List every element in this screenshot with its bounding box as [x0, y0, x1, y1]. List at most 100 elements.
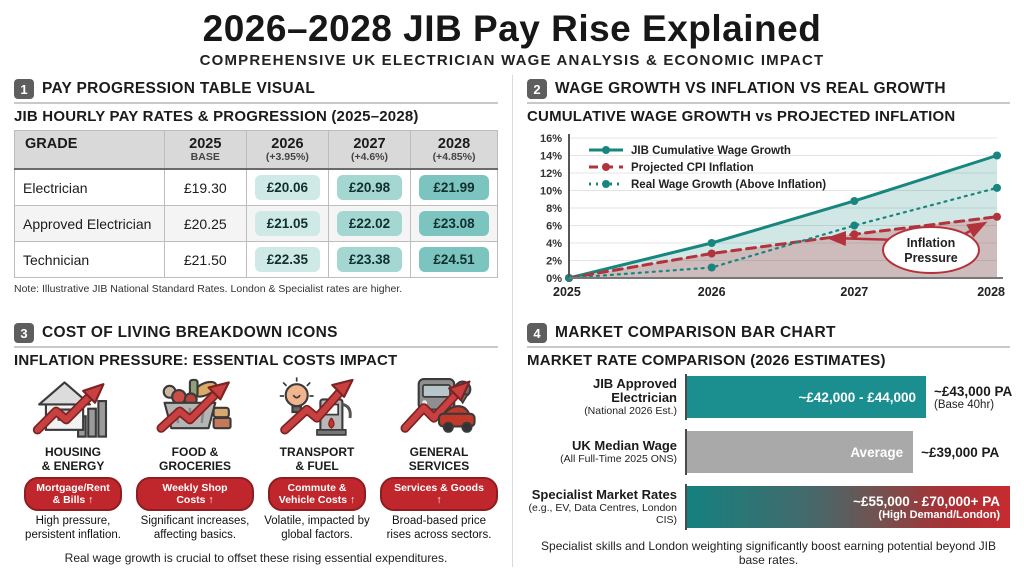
card-label: HOUSING & ENERGY	[41, 445, 105, 473]
bar-sublabel: (All Full-Time 2025 ONS)	[560, 453, 677, 466]
table-row: Electrician £19.30 £20.06 £20.98 £21.99	[14, 168, 498, 206]
section2-title: WAGE GROWTH VS INFLATION VS REAL GROWTH	[555, 80, 946, 97]
rate-cell: £21.05	[254, 211, 320, 236]
svg-text:4%: 4%	[546, 238, 562, 250]
rate-cell: £22.35	[254, 247, 320, 272]
svg-text:Pressure: Pressure	[904, 251, 958, 265]
section4-subtitle: MARKET RATE COMPARISON (2026 ESTIMATES)	[527, 352, 886, 369]
jib-bar: ~£42,000 - £44,000	[687, 376, 927, 418]
market-bar-chart: JIB Approved Electrician (National 2026 …	[527, 374, 1013, 530]
section3-footer: Real wage growth is crucial to offset th…	[64, 551, 448, 566]
rate-cell: £23.38	[336, 247, 403, 272]
svg-text:10%: 10%	[540, 186, 562, 198]
section-market-comparison: 4 MARKET COMPARISON BAR CHART MARKET RAT…	[512, 319, 1024, 567]
svg-text:Real Wage Growth (Above Inflat: Real Wage Growth (Above Inflation)	[631, 179, 826, 191]
page-title: 2026–2028 JIB Pay Rise Explained	[202, 8, 822, 49]
card-label: GENERAL SERVICES	[408, 445, 470, 473]
transport-fuel-icon	[279, 377, 354, 436]
section3-title: COST OF LIVING BREAKDOWN ICONS	[42, 324, 338, 341]
section1-number-badge: 1	[14, 79, 34, 99]
bar-annotation: ~£43,000 PA (Base 40hr)	[934, 383, 1013, 411]
rate-cell: £22.02	[336, 211, 403, 236]
section4-header: 4 MARKET COMPARISON BAR CHART	[527, 323, 1010, 348]
cost-badge: Commute & Vehicle Costs ↑	[267, 476, 367, 511]
card-description: Volatile, impacted by global factors.	[264, 514, 370, 541]
median-bar: Average	[687, 431, 914, 473]
table-header-row: GRADE 2025 BASE 2026 (+3.95%) 2027 (+4.6%) …	[14, 130, 498, 170]
section2-header: 2 WAGE GROWTH VS INFLATION VS REAL GROWT…	[527, 79, 1010, 104]
cost-badge: Services & Goods ↑	[380, 476, 498, 511]
rate-cell: £24.51	[419, 247, 489, 272]
bar-sublabel: (National 2026 Est.)	[584, 405, 677, 418]
section4-footer: Specialist skills and London weighting s…	[541, 539, 996, 567]
svg-text:14%: 14%	[540, 151, 562, 163]
bar-label: UK Median Wage	[572, 437, 677, 453]
bar-sublabel: (e.g., EV, Data Centres, London CIS)	[528, 502, 677, 527]
bar-label: JIB Approved Electrician	[592, 375, 677, 405]
section-wage-growth-chart: 2 WAGE GROWTH VS INFLATION VS REAL GROWT…	[512, 75, 1024, 319]
section1-subtitle: JIB HOURLY PAY RATES & PROGRESSION (2025…	[14, 108, 419, 125]
card-label: TRANSPORT & FUEL	[279, 445, 355, 473]
svg-text:8%: 8%	[546, 203, 562, 215]
wage-growth-line-chart: 0% 2% 4% 6% 8% 10% 12% 14% 16% 2025 2026 2027 2028 JI…	[540, 133, 1005, 299]
cost-card-services: GENERAL SERVICES Services & Goods ↑ Broad…	[380, 374, 498, 542]
card-description: Broad-based price rises across sectors.	[386, 514, 492, 541]
rate-cell: £21.99	[419, 175, 489, 200]
svg-text:2028: 2028	[977, 285, 1005, 299]
rate-cell: £20.06	[254, 175, 320, 200]
section-pay-table: 1 PAY PROGRESSION TABLE VISUAL JIB HOURL…	[0, 75, 512, 319]
cost-badge: Weekly Shop Costs ↑	[136, 476, 254, 511]
bar-row-specialist: Specialist Market Rates (e.g., EV, Data …	[527, 484, 1010, 530]
col-2027: 2027	[353, 136, 386, 152]
svg-text:2026: 2026	[698, 285, 726, 299]
section3-header: 3 COST OF LIVING BREAKDOWN ICONS	[14, 323, 498, 348]
svg-text:Projected CPI Inflation: Projected CPI Inflation	[631, 162, 754, 174]
card-description: High pressure, persistent inflation.	[25, 514, 121, 541]
section3-subtitle: INFLATION PRESSURE: ESSENTIAL COSTS IMPA…	[14, 352, 398, 369]
bar-annotation: ~£39,000 PA	[921, 444, 1000, 460]
bar-label: Specialist Market Rates	[531, 486, 677, 502]
svg-text:6%: 6%	[546, 221, 562, 233]
col-2028: 2028	[437, 136, 471, 152]
cost-card-transport: TRANSPORT & FUEL Commute & Vehicle Costs ↑…	[258, 374, 376, 542]
card-description: Significant increases, affecting basics.	[140, 514, 250, 541]
general-services-icon	[400, 378, 476, 433]
section3-number-badge: 3	[14, 323, 34, 343]
bar-row-median: UK Median Wage (All Full-Time 2025 ONS) …	[527, 429, 1010, 475]
svg-text:16%: 16%	[540, 133, 562, 145]
section2-number-badge: 2	[527, 79, 547, 99]
section-cost-of-living: 3 COST OF LIVING BREAKDOWN ICONS INFLATI…	[0, 319, 512, 567]
cost-badge: Mortgage/Rent & Bills ↑	[24, 476, 122, 511]
section4-number-badge: 4	[527, 323, 547, 343]
housing-energy-icon	[32, 381, 108, 438]
page-header: 2026–2028 JIB Pay Rise Explained COMPREH…	[0, 8, 1024, 69]
svg-text:2027: 2027	[840, 285, 868, 299]
food-groceries-icon	[156, 378, 232, 433]
svg-text:12%: 12%	[540, 168, 562, 180]
svg-text:2%: 2%	[546, 256, 562, 268]
col-2026: 2026	[271, 136, 304, 152]
page-subtitle: COMPREHENSIVE UK ELECTRICIAN WAGE ANALYS…	[199, 52, 825, 69]
section1-header: 1 PAY PROGRESSION TABLE VISUAL	[14, 79, 498, 104]
svg-text:Inflation: Inflation	[907, 236, 956, 250]
svg-text:0%: 0%	[546, 273, 562, 285]
card-label: FOOD & GROCERIES	[158, 445, 231, 473]
svg-text:JIB Cumulative Wage Growth: JIB Cumulative Wage Growth	[631, 145, 791, 157]
col-2025: 2025	[189, 136, 222, 152]
table-row: Technician £21.50 £22.35 £23.38 £24.51	[14, 241, 498, 278]
section4-title: MARKET COMPARISON BAR CHART	[555, 324, 836, 341]
specialist-bar: ~£55,000 - £70,000+ PA (High Demand/Lond…	[687, 486, 1010, 528]
cost-card-food: FOOD & GROCERIES Weekly Shop Costs ↑ Sign…	[136, 374, 254, 542]
cost-card-housing: HOUSING & ENERGY Mortgage/Rent & Bills ↑ H…	[14, 374, 132, 542]
rate-cell: £20.98	[336, 175, 403, 200]
table-note: Note: Illustrative JIB National Standard…	[14, 283, 403, 295]
rate-cell: £23.08	[419, 211, 489, 236]
table-row: Approved Electrician £20.25 £21.05 £22.0…	[14, 205, 498, 242]
bar-row-jib: JIB Approved Electrician (National 2026 …	[527, 374, 1013, 420]
pay-rates-table: GRADE 2025 BASE 2026 (+3.95%) 2027 (+4.6%) …	[14, 130, 498, 278]
svg-text:2025: 2025	[553, 285, 581, 299]
col-grade: GRADE	[25, 136, 78, 152]
section2-subtitle: CUMULATIVE WAGE GROWTH vs PROJECTED INFL…	[527, 108, 956, 125]
section1-title: PAY PROGRESSION TABLE VISUAL	[42, 80, 316, 97]
